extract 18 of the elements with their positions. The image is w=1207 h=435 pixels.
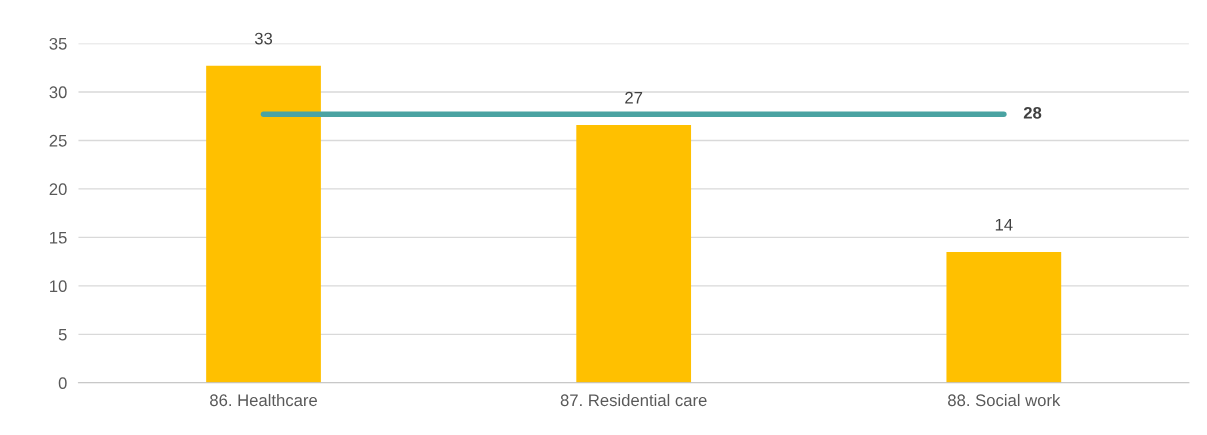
y-tick-label: 15 <box>50 231 67 244</box>
bar <box>576 124 692 383</box>
data-label: 33 <box>254 32 273 45</box>
y-tick-label: 0 <box>58 377 67 389</box>
bar <box>946 251 1062 383</box>
y-tick-label: 25 <box>49 134 67 147</box>
y-tick-label: 5 <box>58 328 67 341</box>
y-tick-label: 35 <box>49 37 67 50</box>
x-tick-label: 88. Social work <box>948 393 1061 407</box>
bar <box>206 65 321 383</box>
data-label: 28 <box>1023 106 1042 119</box>
y-tick-label: 20 <box>49 183 67 196</box>
y-tick-label: 30 <box>49 86 67 99</box>
x-tick-label: 87. Residential care <box>560 393 707 407</box>
x-tick-label: 86. Healthcare <box>210 393 317 407</box>
data-label: 27 <box>625 91 643 104</box>
data-label: 14 <box>995 218 1013 231</box>
y-tick-label: 10 <box>50 280 67 293</box>
